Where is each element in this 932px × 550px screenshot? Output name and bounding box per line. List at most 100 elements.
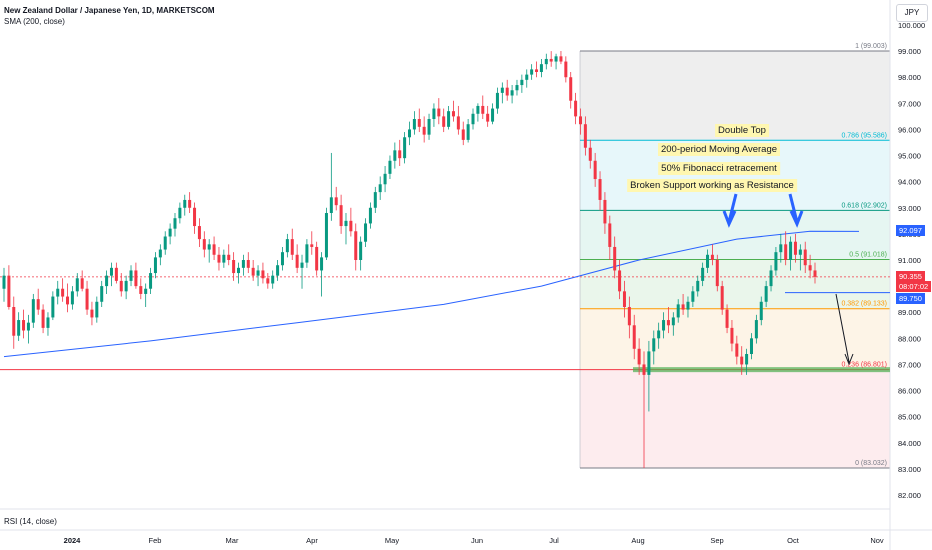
- candle-body: [593, 160, 597, 180]
- candle: [671, 312, 675, 336]
- candle-body: [17, 320, 21, 336]
- price-tag-countdown: 08:07:02: [896, 281, 932, 292]
- price-tick-label: 94.000: [898, 178, 921, 187]
- fib-zone: [580, 308, 890, 370]
- fib-level-label: 0.786 (95.586): [841, 132, 887, 139]
- candle: [193, 202, 197, 234]
- chart-title: New Zealand Dollar / Japanese Yen, 1D, M…: [4, 6, 215, 15]
- price-tag-sma: 92.097: [896, 225, 925, 236]
- fib-zone: [580, 210, 890, 260]
- candle: [100, 280, 104, 307]
- candle: [808, 254, 812, 279]
- candle: [163, 231, 167, 255]
- candle-body: [349, 220, 353, 232]
- candle-body: [789, 241, 793, 260]
- candle-body: [759, 301, 763, 321]
- price-tick-label: 95.000: [898, 152, 921, 161]
- candle: [525, 69, 529, 88]
- candle-body: [437, 108, 441, 117]
- candle-body: [525, 74, 529, 80]
- candle-body: [56, 288, 60, 297]
- candle-body: [202, 239, 206, 250]
- candle: [378, 176, 382, 200]
- candle: [276, 260, 280, 281]
- candle-body: [749, 338, 753, 354]
- candle-body: [305, 244, 309, 263]
- candle: [41, 304, 45, 334]
- candle: [26, 314, 30, 344]
- price-tag-last: 90.355: [896, 271, 925, 282]
- candle: [789, 236, 793, 271]
- candle: [153, 252, 157, 279]
- candle-body: [505, 87, 509, 96]
- fib-level-label: 0.236 (86.801): [841, 362, 887, 369]
- candle-body: [793, 241, 797, 255]
- candle-body: [315, 246, 319, 271]
- candle: [368, 202, 372, 229]
- candle-body: [22, 320, 26, 331]
- candle: [613, 236, 617, 279]
- candle-body: [813, 270, 817, 277]
- candle: [241, 254, 245, 276]
- candle: [197, 218, 201, 247]
- candle-body: [486, 113, 490, 122]
- candle-body: [222, 254, 226, 263]
- candle: [300, 254, 304, 289]
- candle-body: [652, 338, 656, 352]
- candle: [745, 348, 749, 375]
- candle: [720, 280, 724, 315]
- price-tick-label: 96.000: [898, 125, 921, 134]
- candle: [491, 103, 495, 125]
- fib-zone: [580, 369, 890, 469]
- price-tick-label: 83.000: [898, 465, 921, 474]
- candle: [388, 155, 392, 180]
- candle-body: [310, 244, 314, 247]
- candle: [183, 194, 187, 216]
- candle: [207, 239, 211, 263]
- candle-body: [90, 309, 94, 318]
- candle-body: [134, 270, 138, 287]
- candle-body: [647, 351, 651, 375]
- price-tick-label: 85.000: [898, 413, 921, 422]
- candle: [271, 270, 275, 289]
- candles: [2, 51, 817, 469]
- candle-body: [266, 278, 270, 284]
- candle: [554, 53, 558, 70]
- candle: [632, 314, 636, 360]
- candle-body: [344, 220, 348, 227]
- candle: [246, 252, 250, 274]
- candle-body: [598, 179, 602, 200]
- fib-level-label: 0.382 (89.133): [841, 301, 887, 308]
- candle-body: [583, 124, 587, 148]
- candle-body: [725, 309, 729, 328]
- candle: [481, 95, 485, 119]
- time-axis: 2024 Feb Mar Apr May Jun Jul Aug Sep Oct Nov: [64, 536, 884, 545]
- fib-level-label: 0 (83.032): [855, 460, 887, 467]
- candle: [779, 233, 783, 263]
- candle-body: [471, 113, 475, 125]
- candle-body: [237, 267, 241, 274]
- candle-body: [476, 105, 480, 114]
- candle-body: [403, 137, 407, 159]
- fib-zone: [580, 259, 890, 309]
- candle: [627, 296, 631, 339]
- candle-body: [183, 199, 187, 208]
- price-tick-label: 89.000: [898, 308, 921, 317]
- candle-body: [285, 239, 289, 253]
- candle: [398, 139, 402, 166]
- candle-body: [510, 90, 514, 96]
- candle-body: [564, 61, 568, 78]
- candle: [676, 299, 680, 323]
- currency-button[interactable]: JPY: [896, 4, 928, 22]
- candle: [280, 246, 284, 271]
- candle-body: [85, 288, 89, 310]
- candle-body: [129, 270, 133, 281]
- candle: [564, 56, 568, 83]
- candle-body: [354, 231, 358, 260]
- candle-body: [530, 69, 534, 75]
- candle: [70, 286, 74, 310]
- candle-body: [603, 199, 607, 224]
- candle: [456, 105, 460, 135]
- candle: [75, 273, 79, 297]
